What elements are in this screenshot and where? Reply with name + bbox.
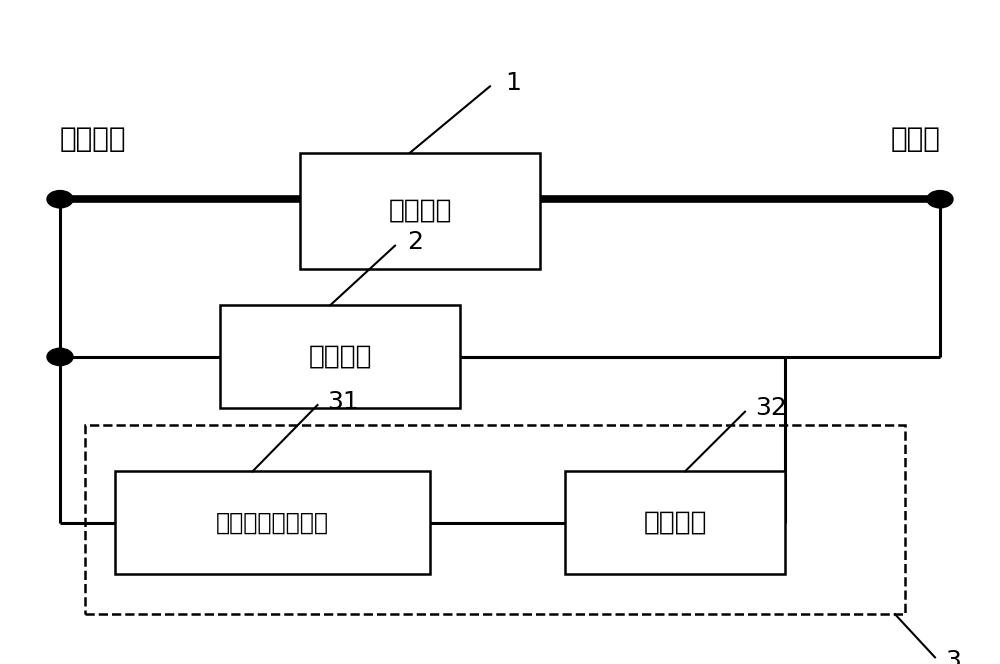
FancyBboxPatch shape (300, 153, 540, 269)
FancyBboxPatch shape (115, 471, 430, 574)
Text: 耗能支路: 耗能支路 (308, 344, 372, 370)
Text: 换流器侧: 换流器侧 (60, 125, 126, 153)
Circle shape (47, 348, 73, 365)
FancyBboxPatch shape (220, 305, 460, 408)
Text: 线路侧: 线路侧 (890, 125, 940, 153)
Text: 1: 1 (505, 71, 521, 95)
Text: 31: 31 (328, 390, 359, 414)
Circle shape (927, 191, 953, 208)
Circle shape (47, 191, 73, 208)
FancyBboxPatch shape (565, 471, 785, 574)
FancyBboxPatch shape (85, 425, 905, 614)
Text: 受控电压变换电路: 受控电压变换电路 (216, 511, 329, 535)
Text: 32: 32 (755, 396, 787, 420)
Text: 2: 2 (407, 230, 423, 254)
Text: 3: 3 (945, 649, 961, 664)
Text: 通流支路: 通流支路 (388, 198, 452, 224)
Text: 振荡电路: 振荡电路 (643, 510, 707, 536)
